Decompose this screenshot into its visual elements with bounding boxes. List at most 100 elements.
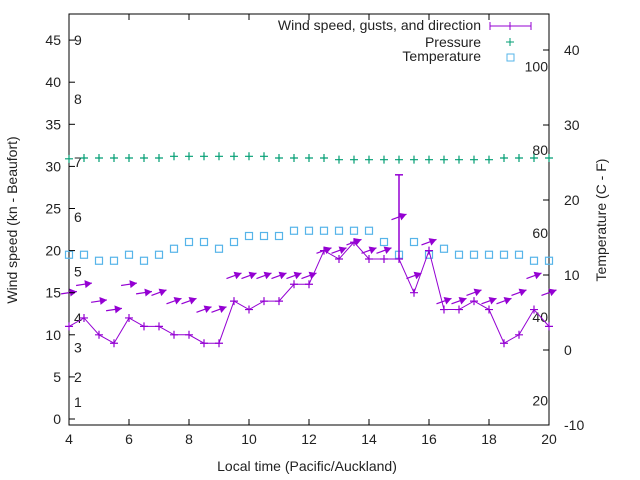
wind-speed-point — [410, 288, 418, 297]
beaufort-label: 5 — [74, 264, 82, 280]
direction-arrow-head — [473, 288, 482, 297]
pressure-point — [455, 155, 463, 164]
temperature-point — [334, 226, 344, 235]
wind-speed-point — [545, 322, 553, 331]
pressure-point — [245, 152, 253, 161]
direction-arrow-head — [203, 305, 212, 313]
beaufort-label: 3 — [74, 339, 82, 355]
y-tick-label: 40 — [45, 74, 61, 90]
y-tick-label: 10 — [45, 327, 61, 343]
pressure-point — [425, 155, 433, 164]
pressure-point — [110, 153, 118, 162]
beaufort-label: 7 — [74, 154, 82, 170]
y-tick-label: 25 — [45, 201, 61, 217]
direction-arrow-head — [488, 297, 497, 305]
temperature-point — [154, 250, 164, 259]
pressure-point — [230, 152, 238, 161]
wind-speed-point — [485, 305, 493, 314]
legend-label-pressure: Pressure — [425, 34, 481, 50]
pressure-series — [65, 152, 553, 164]
pressure-point — [290, 153, 298, 162]
pressure-point — [125, 153, 133, 162]
wind-speed-point — [185, 330, 193, 339]
direction-arrow-head — [278, 271, 287, 280]
wind-speed-point — [455, 305, 463, 314]
wind-speed-point — [260, 297, 268, 306]
fahrenheit-label: 80 — [532, 142, 548, 158]
temperature-point — [64, 250, 74, 259]
wind-speed-point — [80, 313, 88, 322]
temperature-point — [94, 256, 104, 265]
temperature-point — [124, 250, 134, 259]
temperature-point — [544, 256, 554, 265]
y2-tick-label: 40 — [564, 42, 580, 58]
temperature-point — [469, 250, 479, 259]
pressure-point — [170, 152, 178, 161]
x-tick-label: 16 — [421, 431, 437, 447]
direction-arrow-head — [398, 212, 407, 221]
pressure-point — [350, 155, 358, 164]
direction-arrow-head — [114, 305, 122, 314]
plot-border — [68, 13, 550, 426]
beaufort-label: 2 — [74, 369, 82, 385]
wind-speed-point — [200, 339, 208, 348]
pressure-point — [80, 153, 88, 162]
pressure-point — [335, 155, 343, 164]
temperature-point — [409, 237, 419, 247]
temperature-point — [109, 256, 119, 265]
pressure-point — [95, 153, 103, 162]
direction-arrow-head — [188, 297, 197, 305]
direction-arrow-head — [158, 288, 167, 297]
pressure-point — [215, 152, 223, 161]
axes: 4 6 8 10 12 14 16 18 20051015202530354045-100102… — [45, 14, 584, 447]
wind-speed-point — [380, 255, 388, 264]
wind-speed-point — [335, 255, 343, 264]
y2-tick-label: 30 — [564, 117, 580, 133]
pressure-point — [530, 153, 538, 162]
beaufort-label: 4 — [74, 310, 82, 326]
temperature-point — [439, 244, 449, 253]
pressure-point — [305, 153, 313, 162]
temperature-point — [349, 226, 359, 235]
y-tick-label: 15 — [45, 285, 61, 301]
wind-speed-point — [65, 322, 73, 331]
wind-speed-point — [500, 339, 508, 348]
wind-speed-point — [425, 246, 433, 255]
direction-arrow-head — [533, 271, 542, 280]
pressure-point — [365, 155, 373, 164]
wind-speed-point — [365, 255, 373, 264]
direction-arrow-head — [428, 238, 437, 246]
pressure-point — [200, 152, 208, 161]
direction-arrow-head — [338, 246, 347, 255]
pressure-point — [515, 153, 523, 162]
y2-axis-label: Temperature (C - F) — [593, 159, 609, 282]
wind-speed-point — [245, 305, 253, 314]
temperature-point — [364, 226, 374, 235]
y2-tick-label: 0 — [564, 342, 572, 358]
beaufort-label: 8 — [74, 91, 82, 107]
direction-arrow-head — [248, 271, 257, 280]
temperature-point — [484, 250, 494, 259]
pressure-point — [470, 155, 478, 164]
temperature-point — [169, 244, 179, 253]
temperature-point — [229, 237, 239, 247]
wind-speed-point — [275, 297, 283, 306]
fahrenheit-label: 60 — [532, 225, 548, 241]
x-tick-label: 20 — [541, 431, 557, 447]
pressure-point — [440, 155, 448, 164]
wind-speed-point — [440, 305, 448, 314]
temperature-point — [454, 250, 464, 259]
temperature-point — [514, 250, 524, 259]
direction-arrow-head — [518, 288, 527, 297]
direction-arrow-head — [99, 297, 107, 305]
pressure-point — [275, 153, 283, 162]
y2-tick-label: -10 — [564, 417, 584, 433]
beaufort-label: 1 — [74, 394, 82, 410]
wind-speed-point — [155, 322, 163, 331]
temperature-series — [64, 226, 554, 265]
pressure-point — [380, 155, 388, 164]
direction-arrow-head — [458, 297, 467, 305]
legend-label-temperature: Temperature — [402, 48, 481, 64]
wind-speed-point — [320, 246, 328, 255]
temperature-point — [214, 244, 224, 253]
